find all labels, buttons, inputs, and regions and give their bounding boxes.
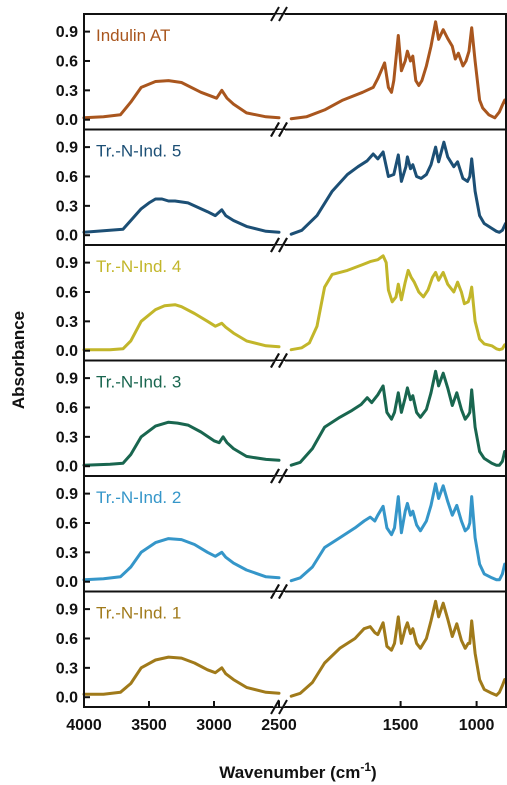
series-line-right [289, 482, 507, 583]
y-tick-label: 0.0 [56, 690, 78, 707]
series-line-left [82, 420, 281, 467]
axis-break-gap [273, 473, 285, 476]
axis-break-mark [278, 237, 288, 253]
y-tick-label: 0.0 [56, 343, 78, 360]
panel: 0.0 0.3 0.6 0.9 Tr.-N-Ind. 3 [56, 353, 507, 484]
axis-break-gap [273, 245, 285, 248]
series-line-left [82, 79, 281, 120]
x-axis-title: Wavenumber (cm-1) [219, 760, 376, 782]
axis-break-mark [270, 6, 280, 22]
axis-break-gap [273, 592, 285, 594]
panel-label: Tr.-N-Ind. 3 [96, 373, 181, 392]
axis-break-gap [273, 130, 285, 132]
axis-break-gap [273, 361, 285, 363]
y-tick-label: 0.3 [56, 83, 78, 100]
y-tick-label: 0.6 [56, 400, 78, 417]
panel: 0.0 0.3 0.6 0.9 Tr.-N-Ind. 2 [56, 468, 507, 599]
panel-frame [83, 590, 507, 708]
y-tick-label: 0.9 [56, 140, 78, 157]
x-axis: 4000 3500 3000 2500 1500 1000 [66, 701, 494, 734]
x-tick-label: 3500 [131, 717, 167, 734]
series-line-right [289, 369, 507, 467]
x-tick-label: 4000 [66, 717, 102, 734]
panel: 0.0 0.3 0.6 0.9 Tr.-N-Ind. 4 [56, 237, 507, 368]
y-tick-label: 0.0 [56, 459, 78, 476]
x-axis-title-superscript: -1 [360, 760, 371, 774]
series-line-right [289, 140, 507, 236]
y-tick-label: 0.6 [56, 515, 78, 532]
axis-break-gap [273, 242, 285, 245]
axis-break-mark [270, 122, 280, 137]
y-tick-label: 0.6 [56, 53, 78, 70]
y-tick-label: 0.0 [56, 574, 78, 591]
axis-break-mark [278, 699, 288, 715]
y-tick-label: 0.6 [56, 284, 78, 301]
x-tick-label: 1000 [459, 717, 495, 734]
y-tick-label: 0.9 [56, 371, 78, 388]
y-tick-label: 0.3 [56, 660, 78, 677]
series-line-left [82, 303, 281, 352]
y-tick-label: 0.0 [56, 112, 78, 129]
y-tick-label: 0.6 [56, 169, 78, 186]
axis-break-gap [273, 358, 285, 360]
panel-label: Tr.-N-Ind. 5 [96, 142, 181, 161]
panels-group: 0.0 0.3 0.6 0.9 Indulin AT 0.0 0.3 0.6 0.9 Tr.-N-… [56, 6, 507, 715]
axis-break-mark [270, 468, 280, 484]
y-tick-label: 0.3 [56, 545, 78, 562]
y-tick-label: 0.9 [56, 255, 78, 272]
axis-break-mark [270, 699, 280, 715]
x-axis-title-main: Wavenumber (cm [219, 763, 360, 782]
axis-break-mark [270, 353, 280, 368]
series-line-left [82, 655, 281, 696]
series-line-left [82, 537, 281, 582]
series-line-right [289, 20, 507, 121]
panel-label: Tr.-N-Ind. 4 [96, 257, 181, 276]
y-tick-label: 0.6 [56, 631, 78, 648]
y-tick-label: 0.3 [56, 198, 78, 215]
panel-label: Tr.-N-Ind. 1 [96, 604, 181, 623]
axis-break-mark [270, 584, 280, 599]
y-tick-label: 0.9 [56, 24, 78, 41]
y-tick-label: 0.9 [56, 602, 78, 619]
x-tick-label: 3000 [196, 717, 232, 734]
axis-break-gap [273, 127, 285, 129]
y-tick-label: 0.3 [56, 429, 78, 446]
axis-break-gap [273, 589, 285, 591]
axis-break-mark [270, 237, 280, 253]
panel: 0.0 0.3 0.6 0.9 Indulin AT [56, 6, 507, 137]
axis-break-mark [278, 122, 288, 137]
y-tick-label: 0.0 [56, 228, 78, 245]
axis-break-mark [278, 6, 288, 22]
panel: 0.0 0.3 0.6 0.9 Tr.-N-Ind. 1 [56, 584, 507, 715]
y-tick-label: 0.3 [56, 314, 78, 331]
axis-break-mark [278, 468, 288, 484]
x-axis-title-close: ) [371, 763, 377, 782]
axis-break-mark [278, 353, 288, 368]
axis-break-mark [278, 584, 288, 599]
axis-break-gap [273, 14, 285, 17]
x-tick-label: 1500 [383, 717, 419, 734]
y-axis-title: Absorbance [9, 311, 28, 409]
x-tick-label: 2500 [261, 717, 297, 734]
panel-label: Tr.-N-Ind. 2 [96, 488, 181, 507]
series-line-left [82, 197, 281, 234]
y-tick-label: 0.9 [56, 486, 78, 503]
series-line-right [289, 254, 507, 352]
series-line-right [289, 599, 507, 698]
axis-break-gap [273, 476, 285, 479]
panel-label: Indulin AT [96, 26, 170, 45]
panel: 0.0 0.3 0.6 0.9 Tr.-N-Ind. 5 [56, 122, 507, 253]
